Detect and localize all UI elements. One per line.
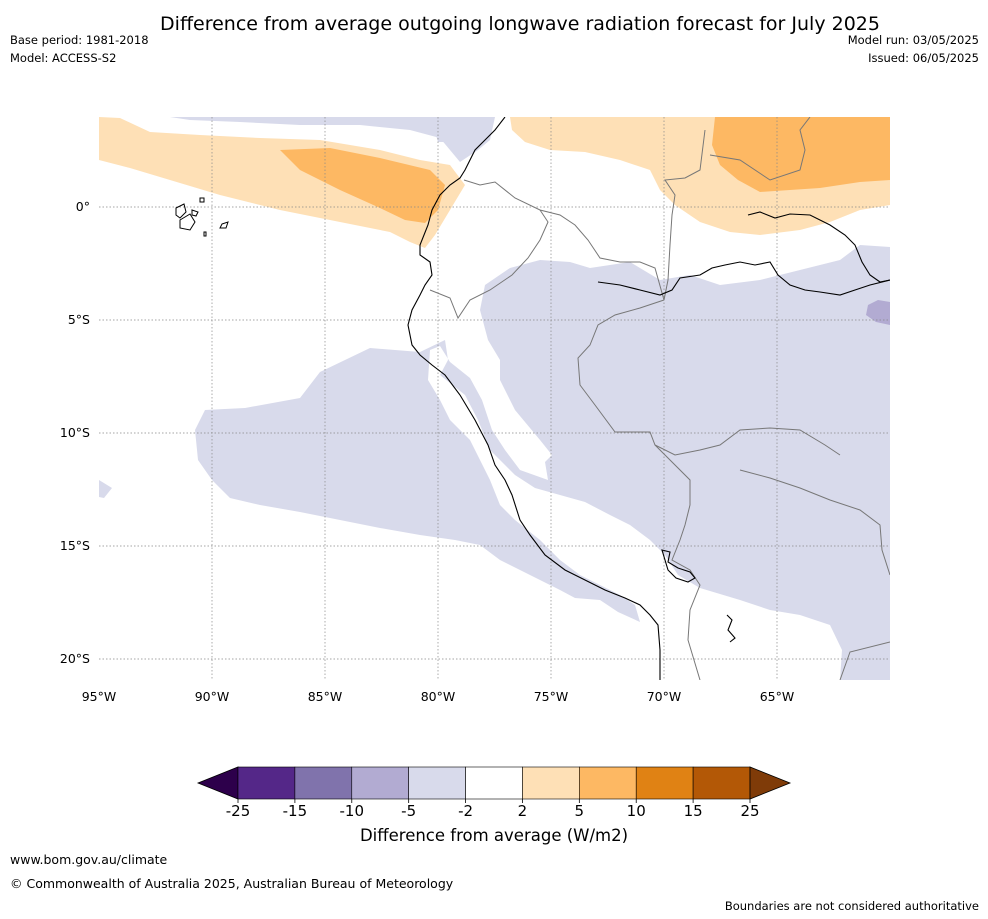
issued-date: Issued: 06/05/2025: [868, 51, 979, 65]
galapagos-islands: [175, 197, 229, 237]
lon-label: 85°W: [308, 689, 343, 704]
model-name: Model: ACCESS-S2: [10, 51, 117, 65]
lat-label: 5°S: [68, 312, 90, 327]
lon-label: 80°W: [421, 689, 456, 704]
gridlines: [99, 117, 890, 680]
colorbar-tick-label: -15: [283, 802, 308, 820]
country-borders: [429, 117, 890, 680]
map-area: [99, 117, 890, 680]
coastline: [407, 117, 890, 680]
colorbar-tick-label: 2: [518, 802, 528, 820]
lon-label: 90°W: [195, 689, 230, 704]
meta-left: Base period: 1981-2018 Model: ACCESS-S2: [10, 31, 149, 67]
anomaly-neg-2-5-patch: [436, 135, 452, 142]
meta-right: Model run: 03/05/2025 Issued: 06/05/2025: [848, 31, 979, 67]
lon-label: 70°W: [647, 689, 682, 704]
colorbar-tick-label: 5: [575, 802, 585, 820]
colorbar-cell: [635, 766, 694, 800]
lat-label: 10°S: [60, 425, 90, 440]
colorbar-tick-label: -10: [340, 802, 365, 820]
lon-label: 95°W: [82, 689, 117, 704]
lon-label: 65°W: [760, 689, 795, 704]
colorbar-tick-label: -25: [226, 802, 251, 820]
anomaly-pos-2-5-ocean: [99, 117, 465, 248]
anomaly-neg-2-5-west: [99, 480, 112, 498]
colorbar-tick-label: -5: [401, 802, 416, 820]
anomaly-pos-5-10-land: [712, 117, 890, 192]
colorbar-cell: [294, 766, 353, 800]
model-run: Model run: 03/05/2025: [847, 33, 979, 47]
colorbar-label: Difference from average (W/m2): [359, 826, 629, 845]
colorbar-tick-label: -2: [458, 802, 473, 820]
colorbar-cell: [692, 766, 751, 800]
colorbar-extension-high: [749, 766, 792, 800]
footer-url[interactable]: www.bom.gov.au/climate: [10, 852, 168, 867]
colorbar-cell: [351, 766, 409, 800]
latitude-labels: 0° 5°S 10°S 15°S 20°S: [60, 199, 90, 666]
lat-label: 20°S: [60, 651, 90, 666]
colorbar-extension-low: [196, 766, 239, 800]
lat-label: 15°S: [60, 538, 90, 553]
base-period: Base period: 1981-2018: [10, 33, 149, 47]
footer-copyright: © Commonwealth of Australia 2025, Austra…: [10, 876, 454, 891]
longitude-labels: 95°W 90°W 85°W 80°W 75°W 70°W 65°W: [82, 689, 795, 704]
anomaly-neg-2-5-north: [170, 117, 495, 162]
colorbar-cell: [237, 766, 296, 800]
anomaly-neg-2-5-south: [195, 245, 890, 680]
colorbar-cell: [465, 766, 523, 800]
footer-note: Boundaries are not considered authoritat…: [724, 899, 979, 913]
colorbar-tick-label: 15: [684, 802, 703, 820]
lon-label: 75°W: [534, 689, 569, 704]
map-title: Difference from average outgoing longwav…: [160, 13, 880, 35]
colorbar-tick-label: 25: [740, 802, 759, 820]
colorbar-cell: [522, 766, 580, 800]
lat-label: 0°: [76, 199, 90, 214]
colorbar-cell: [579, 766, 637, 800]
colorbar: -25 -15 -10 -5 -2 2 5 10 15 25: [196, 766, 792, 820]
colorbar-cell: [408, 766, 466, 800]
colorbar-tick-label: 10: [627, 802, 646, 820]
anomaly-pos-5-10-ocean: [280, 148, 445, 223]
anomaly-neg-5-10: [866, 300, 890, 325]
